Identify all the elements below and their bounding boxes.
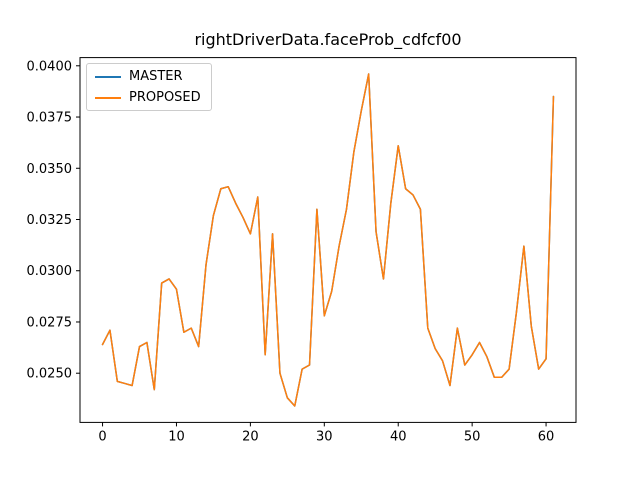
legend: MASTER PROPOSED xyxy=(86,63,212,111)
legend-item-proposed: PROPOSED xyxy=(95,90,201,105)
chart-title: rightDriverData.faceProb_cdfcf00 xyxy=(194,30,462,49)
y-tick-label: 0.0325 xyxy=(27,213,73,228)
x-tick-label: 10 xyxy=(168,429,185,444)
y-tick-label: 0.0400 xyxy=(27,59,73,74)
axes-frame xyxy=(79,57,577,423)
proposed-line xyxy=(101,73,555,407)
x-tick-label: 30 xyxy=(316,429,333,444)
x-tick-label: 50 xyxy=(464,429,481,444)
x-tick-label: 60 xyxy=(538,429,555,444)
x-tick-label: 40 xyxy=(390,429,407,444)
y-tick-label: 0.0250 xyxy=(27,367,73,382)
legend-label-proposed: PROPOSED xyxy=(129,90,201,105)
x-tick-label: 20 xyxy=(242,429,259,444)
master-line-swatch xyxy=(95,75,121,78)
proposed-line-swatch xyxy=(95,96,121,99)
x-tick-label: 0 xyxy=(98,429,106,444)
y-tick-label: 0.0375 xyxy=(27,111,73,126)
y-tick-label: 0.0275 xyxy=(27,315,73,330)
legend-item-master: MASTER xyxy=(95,69,201,84)
y-tick-label: 0.0350 xyxy=(27,162,73,177)
legend-label-master: MASTER xyxy=(129,69,183,84)
y-tick-label: 0.0300 xyxy=(27,264,73,279)
